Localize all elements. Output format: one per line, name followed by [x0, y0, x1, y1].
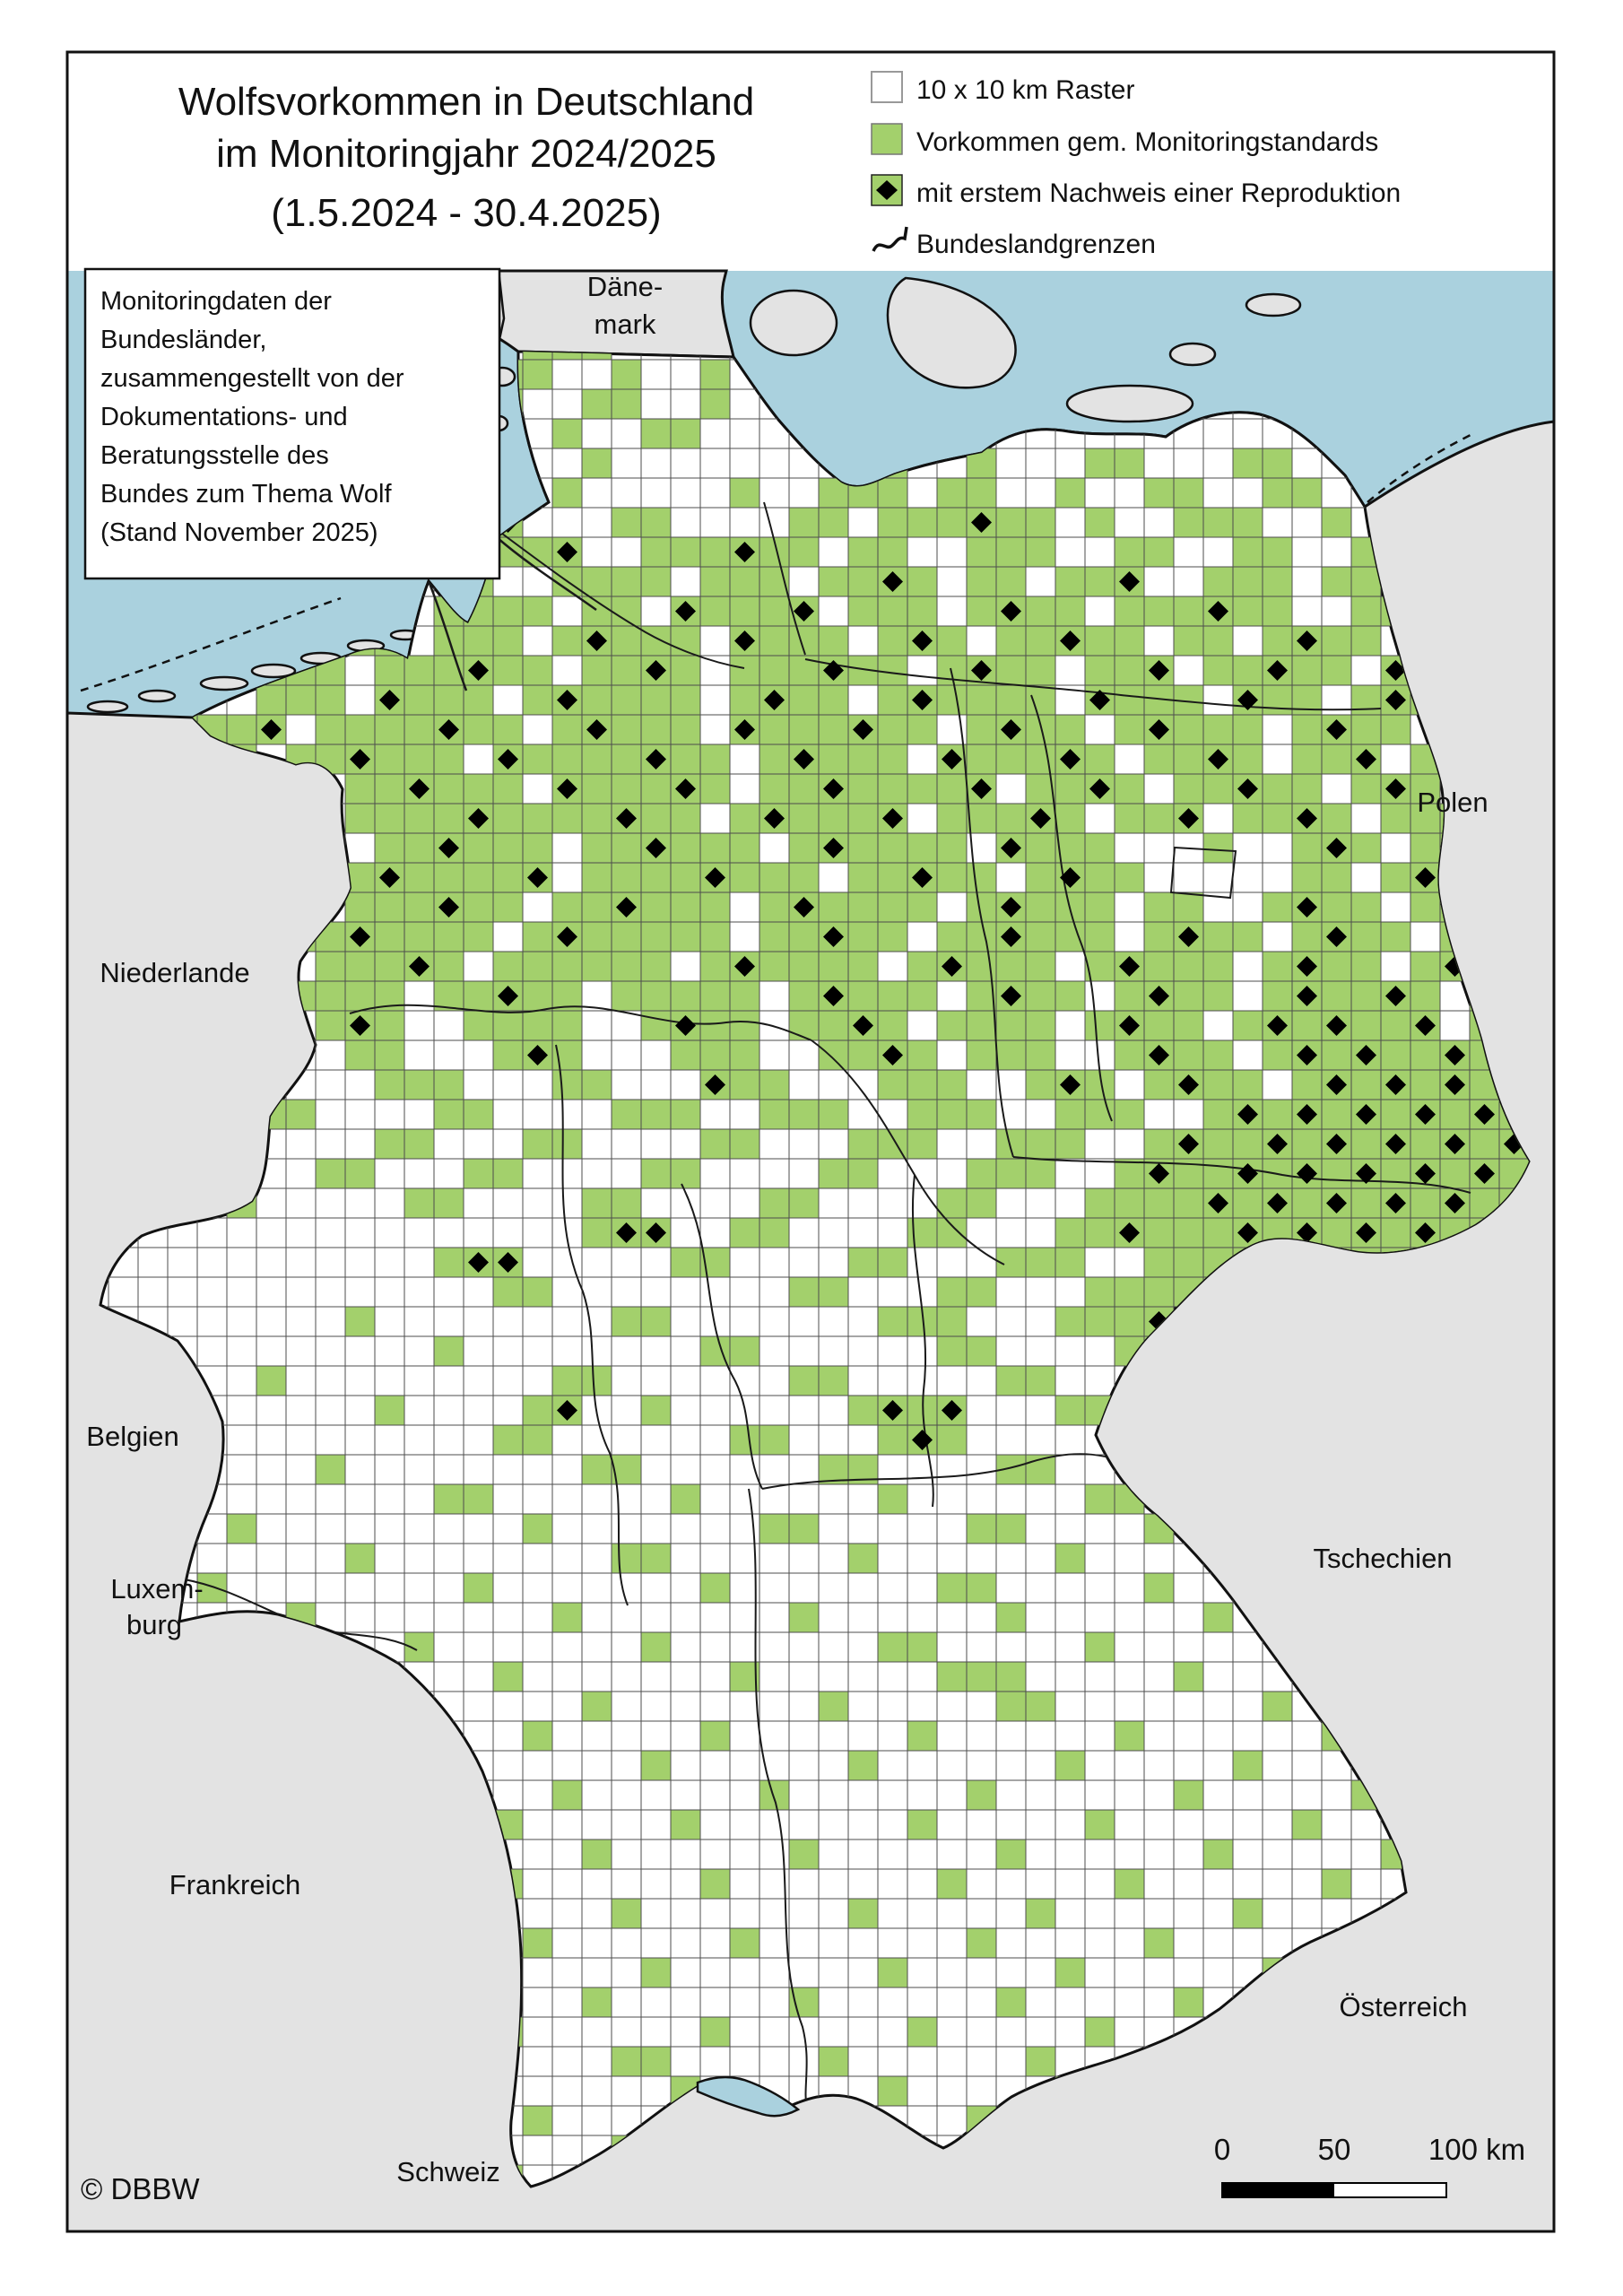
scale-bar-border — [1221, 2182, 1447, 2198]
state-border-icon — [872, 226, 908, 252]
info-box-line: Dokumentations- und — [100, 403, 348, 431]
scale-bar-black-segment — [1222, 2183, 1334, 2197]
scale-tick-0: 0 — [1214, 2133, 1230, 2166]
page-title-line2: im Monitoringjahr 2024/2025 — [216, 132, 716, 176]
info-box-frame — [83, 267, 501, 580]
info-box-line: Bundes zum Thema Wolf — [100, 480, 392, 509]
page-title-line3: (1.5.2024 - 30.4.2025) — [271, 191, 661, 235]
label-denmark-line2: mark — [595, 309, 656, 340]
scale-tick-50: 50 — [1318, 2133, 1351, 2166]
label-austria: Österreich — [1340, 1991, 1468, 2022]
info-box-line: zusammengestellt von der — [100, 364, 404, 393]
label-poland: Polen — [1417, 787, 1488, 818]
baltic-islands — [749, 276, 1302, 423]
info-box-line: (Stand November 2025) — [100, 518, 378, 547]
legend-raster-label: 10 x 10 km Raster — [916, 75, 1134, 105]
label-netherlands: Niederlande — [100, 957, 249, 988]
label-czechia: Tschechien — [1313, 1543, 1452, 1574]
scale-bar-white-segment — [1334, 2183, 1446, 2197]
label-luxembourg-line1: Luxem- — [110, 1573, 203, 1605]
legend-raster-swatch — [871, 71, 903, 103]
info-box-line: Beratungsstelle des — [100, 441, 329, 470]
label-france: Frankreich — [169, 1869, 300, 1900]
maritime-borders — [80, 433, 1471, 692]
map-frame-border — [65, 50, 1556, 2233]
legend-reproduction-label: mit erstem Nachweis einer Reproduktion — [916, 178, 1401, 208]
label-denmark-line1: Däne- — [587, 271, 663, 302]
page-title-line1: Wolfsvorkommen in Deutschland — [178, 80, 754, 124]
lake-constance — [696, 2075, 801, 2118]
legend-occurrence-label: Vorkommen gem. Monitoringstandards — [916, 127, 1378, 157]
state-borders — [178, 501, 1471, 2109]
legend: 10 x 10 km Raster Vorkommen gem. Monitor… — [871, 71, 1401, 259]
label-luxembourg-line2: burg — [126, 1609, 182, 1640]
copyright-text: © DBBW — [81, 2172, 200, 2205]
diamond-icon — [876, 180, 898, 200]
label-switzerland: Schweiz — [396, 2156, 499, 2187]
legend-occurrence-swatch — [871, 123, 903, 155]
info-box: Monitoringdaten der Bundesländer, zusamm… — [83, 267, 501, 580]
info-box-line: Monitoringdaten der — [100, 287, 332, 316]
legend-state-border-label: Bundeslandgrenzen — [916, 230, 1156, 259]
info-box-line: Bundesländer, — [100, 326, 266, 354]
scale-tick-100: 100 km — [1428, 2133, 1525, 2166]
label-belgium: Belgien — [86, 1421, 178, 1452]
scale-bar: 0 50 100 km — [1214, 2133, 1525, 2198]
